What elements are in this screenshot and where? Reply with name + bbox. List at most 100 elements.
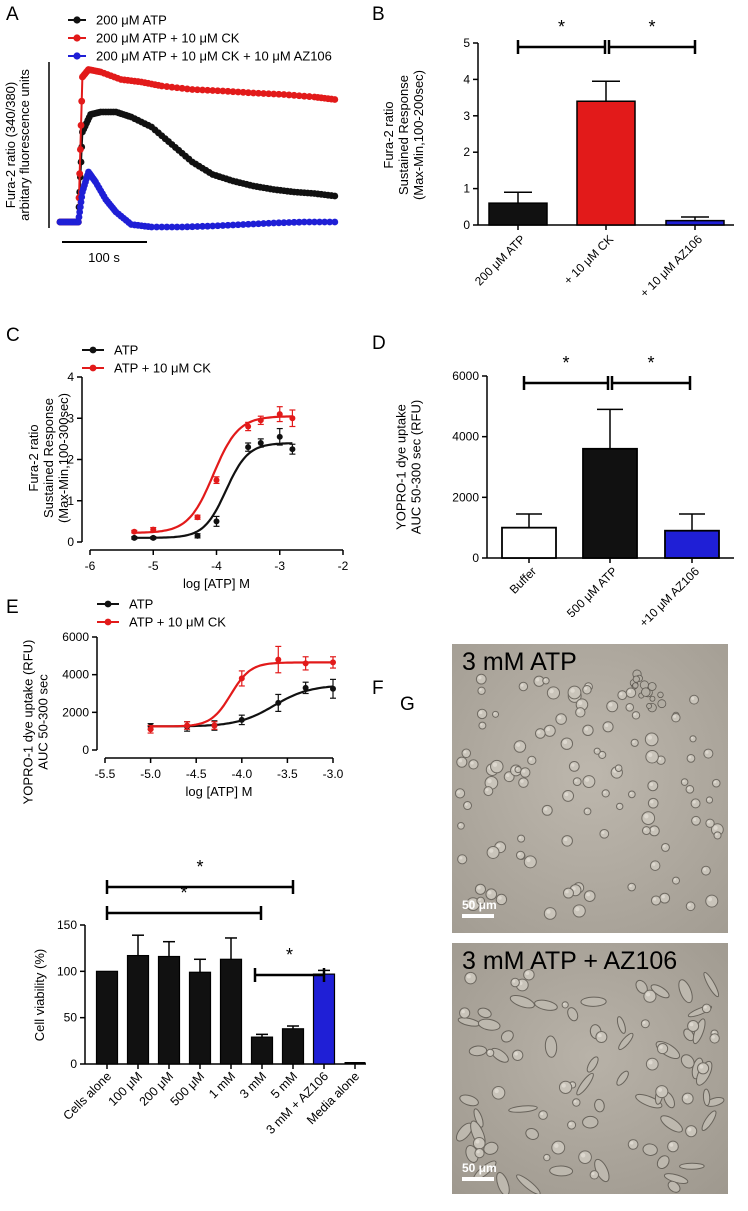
cell-highlight (693, 817, 697, 822)
cell-highlight (574, 779, 578, 782)
cell (641, 826, 651, 836)
bar (126, 954, 150, 1065)
cell (625, 703, 635, 712)
data-point (290, 91, 298, 99)
data-point (194, 532, 201, 539)
cell (686, 754, 696, 763)
cell (627, 1139, 639, 1150)
x-tick-label: + 10 μM CK (561, 232, 616, 287)
spindle-cell (477, 1007, 492, 1019)
significance-star: * (558, 17, 565, 37)
cell (543, 1153, 551, 1162)
cell-highlight (707, 820, 711, 824)
y-tick-label: 1 (67, 494, 74, 508)
data-point (234, 221, 242, 229)
cell-highlight (711, 1035, 715, 1039)
cell (689, 694, 699, 705)
spindle-cell (642, 1143, 658, 1156)
cell-highlight (476, 1150, 480, 1154)
data-point (76, 208, 84, 216)
cell (646, 703, 653, 709)
cell-highlight (682, 779, 685, 783)
cell (575, 707, 586, 718)
cell-highlight (633, 712, 637, 716)
data-point (224, 221, 232, 229)
y-tick-label: 2 (463, 145, 470, 159)
x-tick-label: +10 μM AZ106 (637, 564, 703, 630)
cell (534, 728, 546, 739)
data-point (148, 223, 156, 231)
legend-label: ATP (114, 343, 138, 358)
cell-highlight (557, 715, 562, 720)
cell (705, 796, 714, 804)
cell-highlight (518, 836, 522, 839)
spindle-cell (500, 1030, 514, 1043)
data-point (76, 170, 84, 178)
spindle-cell (496, 1171, 510, 1194)
cell (517, 834, 526, 843)
bar (188, 971, 212, 1065)
data-point (163, 83, 171, 90)
panel-letter: F (372, 678, 384, 699)
y-axis-label: Fura-2 ratio (340/380) (3, 82, 18, 208)
x-tick-label: + 10 μM AZ106 (637, 232, 705, 300)
micrograph-atp: 3 mM ATP 50 μm (452, 644, 728, 933)
cell (491, 1085, 506, 1100)
data-point (229, 88, 237, 96)
cell-highlight (466, 974, 471, 979)
y-tick-label: 0 (70, 1057, 77, 1071)
cell-highlight (458, 758, 463, 763)
data-point (209, 87, 217, 94)
data-point (275, 90, 283, 98)
data-point (158, 223, 166, 231)
x-tick-label: 1 mM (206, 1069, 238, 1101)
data-point (295, 92, 303, 100)
cell-highlight (478, 675, 482, 680)
data-point (213, 518, 220, 525)
legend-marker (89, 364, 97, 372)
cell-highlight (627, 704, 630, 708)
spindle-cell (702, 1088, 711, 1107)
data-point (270, 90, 278, 98)
data-point (75, 213, 83, 221)
spindle-cell (678, 979, 693, 1004)
cell-highlight (475, 1139, 480, 1144)
cell-image-2 (452, 943, 728, 1194)
cell (645, 750, 659, 764)
data-point (78, 193, 86, 201)
cell-highlight (584, 686, 588, 690)
y-tick-label: 1 (463, 182, 470, 196)
cell (474, 883, 486, 895)
cell (643, 989, 657, 1003)
data-point (239, 88, 247, 96)
cell-highlight (505, 773, 510, 777)
cell (546, 686, 561, 700)
data-point (295, 218, 303, 226)
cell-highlight (487, 1050, 491, 1054)
data-point (178, 223, 186, 231)
cell-highlight (629, 884, 632, 888)
cell (572, 1098, 581, 1107)
x-tick-label: -4.5 (186, 767, 207, 781)
y-axis-label: AUC 50-300 sec (RFU) (409, 400, 424, 534)
cell (632, 682, 639, 689)
cell-highlight (644, 813, 649, 819)
y-tick-label: 0 (472, 551, 479, 565)
cell-highlight (563, 1002, 566, 1006)
cell-highlight (489, 848, 494, 853)
data-point (214, 87, 222, 95)
y-axis-label: Cell viability (%) (32, 949, 47, 1041)
x-tick-label: -3.0 (323, 767, 344, 781)
panel-letter: A (6, 4, 19, 25)
spindle-cell (468, 1045, 488, 1057)
data-point (194, 514, 201, 521)
cell (649, 695, 656, 702)
cell-highlight (493, 712, 496, 715)
cell-highlight (517, 852, 521, 856)
cell-highlight (570, 688, 575, 693)
cell (627, 882, 636, 892)
cell (685, 784, 695, 794)
cell-highlight (684, 1094, 688, 1099)
data-point (260, 90, 267, 97)
cell (659, 892, 671, 904)
